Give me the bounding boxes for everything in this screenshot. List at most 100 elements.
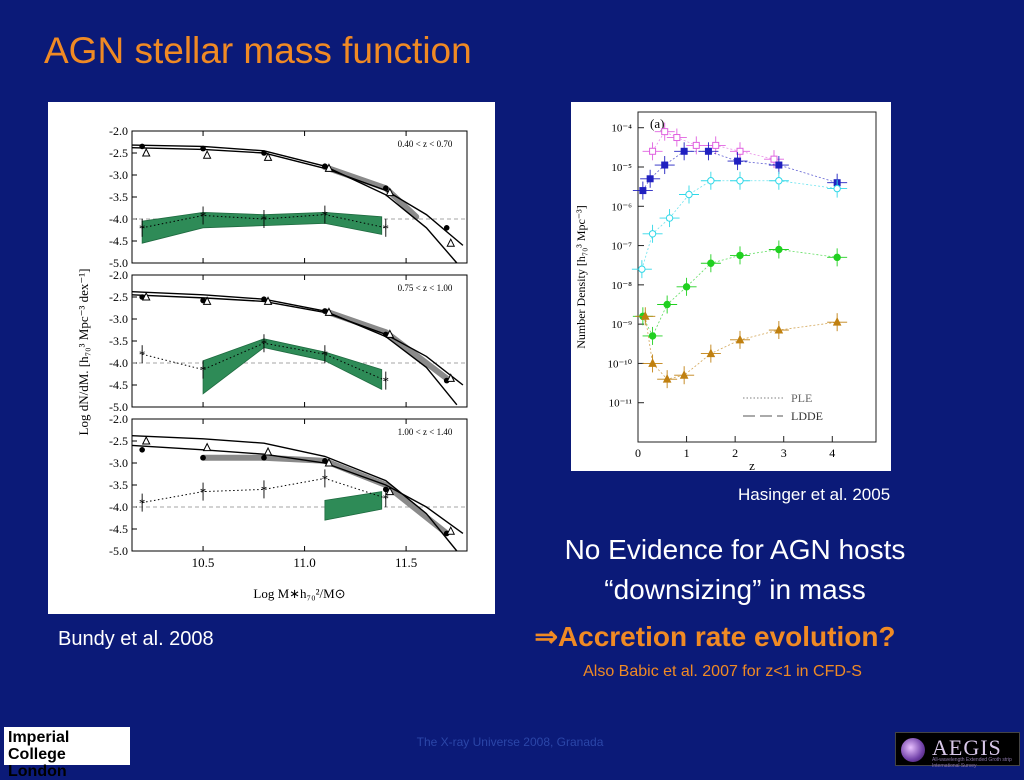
agn-host-dotted-line [142, 477, 386, 504]
circle-point [200, 454, 206, 461]
panel-frame [131, 274, 468, 408]
accretion-text: ⇒Accretion rate evolution? [470, 620, 960, 653]
data-point [638, 265, 646, 273]
data-point [734, 157, 742, 165]
y-tick-label: -5.0 [109, 400, 128, 414]
y-tick-label: -2.0 [109, 412, 128, 426]
data-point [661, 161, 669, 169]
star-point: * [261, 212, 268, 227]
x-axis-label: Log M∗h₇₀²/M⊙ [253, 586, 345, 601]
data-point [648, 230, 657, 238]
triangle-point [446, 526, 456, 535]
circle-point [322, 308, 328, 314]
data-point [680, 147, 688, 155]
star-point: * [139, 221, 146, 236]
data-point [775, 161, 783, 169]
y-tick-label: 10⁻¹⁰ [607, 358, 632, 370]
triangle-point [324, 457, 334, 467]
data-point [673, 134, 681, 142]
y-tick-label: -3.5 [109, 190, 128, 204]
density-series-3 [631, 171, 848, 279]
schechter-fit-line [131, 435, 458, 552]
data-point [661, 128, 669, 136]
star-point: * [383, 491, 390, 506]
right-caption: Hasinger et al. 2005 [738, 485, 891, 504]
plot-frame [637, 111, 877, 443]
y-tick-label: -3.5 [109, 334, 128, 348]
panel-frame [131, 418, 468, 552]
y-axis-label: Log dN/dM. [h₇₀³ Mpc⁻³ dex⁻¹] [76, 269, 91, 436]
data-point [682, 283, 691, 291]
data-point [707, 177, 715, 185]
circle-point [443, 225, 450, 231]
star-point: * [139, 347, 146, 362]
gray-error-band [200, 454, 450, 537]
data-point [639, 187, 647, 195]
x-tick-label: 3 [781, 446, 787, 460]
triangle-point [263, 296, 273, 305]
data-point [833, 253, 841, 262]
data-point [775, 177, 783, 185]
agn-host-band [324, 491, 383, 521]
star-point: * [261, 336, 268, 351]
data-point [704, 147, 712, 155]
gray-error-band [321, 164, 420, 220]
x-tick-label: 0 [635, 446, 641, 460]
mass-panel-3: -2.0 -2.5 -3.0 -3.5 -4.0 -4.5 -5.0 * * * * * 1.00 < … [109, 412, 468, 558]
footer-text: The X-ray Universe 2008, Granada [416, 735, 604, 749]
y-tick-label: -3.5 [109, 478, 128, 492]
y-tick-label: -3.0 [109, 168, 128, 182]
y-tick-label: 10⁻⁸ [611, 280, 632, 292]
mass-panel-1: -2.0 -2.5 -3.0 -3.5 -4.0 -4.5 -5.0 * * * * * 0.40 < … [109, 124, 468, 270]
y-tick-label: -2.5 [109, 146, 128, 160]
data-point [679, 370, 689, 379]
triangle-point [141, 435, 151, 445]
triangle-point [202, 442, 212, 452]
density-series-1 [642, 122, 784, 169]
triangle-point [141, 291, 151, 301]
data-point [712, 141, 720, 149]
triangle-point [141, 147, 151, 157]
triangle-point [385, 486, 395, 496]
y-tick-label: 10⁻⁴ [611, 123, 632, 135]
y-tick-label: -2.0 [109, 124, 128, 138]
triangle-point [385, 187, 395, 197]
density-series-2 [632, 142, 848, 200]
y-tick-label: -5.0 [109, 256, 128, 270]
y-tick-label: 10⁻⁵ [611, 162, 632, 174]
circle-point [261, 454, 267, 461]
agn-host-dotted-line [142, 214, 386, 229]
y-tick-label: 10⁻⁶ [611, 201, 632, 213]
number-density-chart: (a) 10⁻⁴ 10⁻⁵ 10⁻⁶ 10⁻⁷ 10⁻⁸ 10⁻⁹ 10⁻¹⁰ 10⁻¹¹ 0 1 2… [574, 111, 877, 473]
accretion-label: Accretion rate evolution? [557, 621, 896, 652]
y-tick-label: 10⁻⁷ [611, 241, 632, 253]
data-point [706, 348, 716, 358]
agn-host-band [202, 338, 383, 395]
data-point [665, 214, 674, 222]
circle-point [322, 163, 328, 169]
data-point [736, 251, 744, 260]
data-point [736, 147, 744, 155]
legend-ple-label: PLE [791, 391, 812, 405]
agn-host-band [141, 211, 383, 244]
star-point: * [261, 482, 268, 497]
circle-point [322, 458, 328, 464]
number-density-figure: (a) 10⁻⁴ 10⁻⁵ 10⁻⁶ 10⁻⁷ 10⁻⁸ 10⁻⁹ 10⁻¹⁰ 10⁻¹¹ 0 1 2… [571, 102, 891, 473]
panel-label: (a) [650, 116, 664, 131]
x-tick-label: 1 [684, 446, 690, 460]
circle-point [139, 447, 145, 453]
data-point [640, 311, 650, 320]
redshift-label: 1.00 < z < 1.40 [398, 427, 453, 437]
triangle-point [324, 163, 334, 172]
data-point [832, 317, 842, 326]
triangle-point [263, 446, 273, 456]
triangle-point [446, 373, 456, 382]
schechter-fit-line [131, 444, 464, 534]
y-tick-label: -3.0 [109, 456, 128, 470]
x-tick-label: 10.5 [192, 555, 215, 570]
data-point [770, 155, 778, 163]
triangle-point [263, 152, 273, 161]
x-tick-label: 11.0 [293, 555, 315, 570]
triangle-point [202, 150, 212, 159]
data-point [735, 334, 745, 344]
